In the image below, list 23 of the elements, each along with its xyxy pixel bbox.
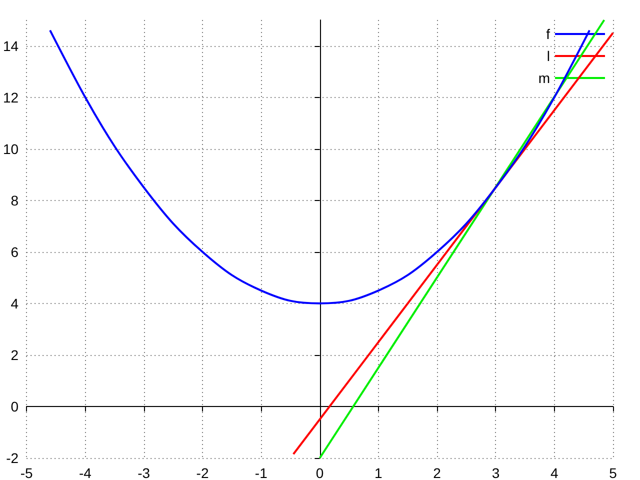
y-tick-label: 8	[10, 192, 19, 208]
x-tick-label: -3	[138, 465, 150, 480]
x-tick-label: 5	[609, 465, 618, 480]
x-tick-label: -1	[254, 465, 268, 480]
legend-label: m	[538, 70, 550, 86]
x-tick-label: 3	[492, 465, 500, 480]
y-tick-label: 2	[10, 346, 19, 363]
y-tick-label: -2	[6, 450, 19, 466]
x-tick-label: -2	[196, 465, 209, 480]
y-tick-label: 10	[2, 140, 19, 157]
y-tick-label: 14	[2, 38, 19, 54]
legend-label: l	[546, 48, 550, 64]
x-tick-label: -5	[20, 465, 34, 480]
y-tick-label: 0	[10, 398, 19, 414]
x-tick-label: 1	[374, 465, 383, 480]
legend-label: f	[546, 26, 550, 42]
y-tick-label: 6	[10, 244, 19, 260]
x-tick-label: 4	[550, 465, 558, 480]
y-tick-label: 4	[10, 295, 19, 312]
x-tick-label: -4	[78, 465, 92, 480]
x-tick-label: 0	[316, 465, 324, 480]
x-tick-label: 2	[433, 465, 442, 480]
y-tick-label: 12	[2, 89, 19, 106]
